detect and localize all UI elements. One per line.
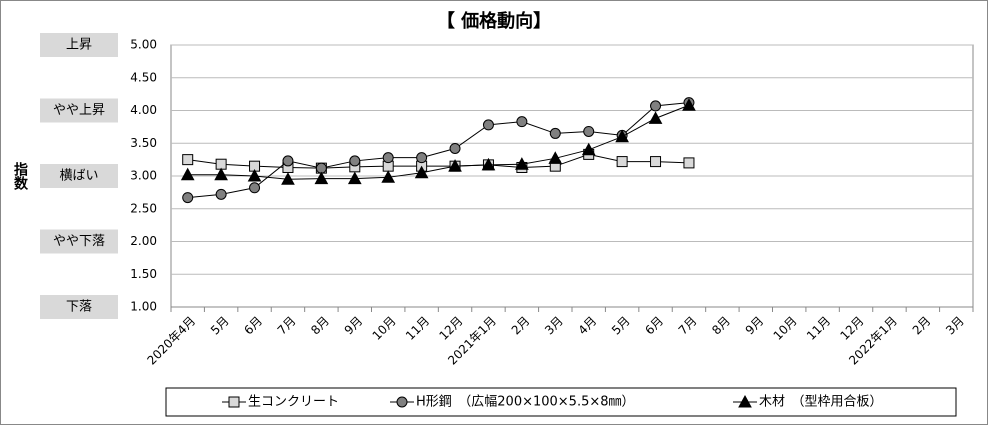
marker: [282, 155, 294, 167]
legend: [165, 387, 957, 417]
y-tick-label: 2.50: [130, 201, 157, 215]
y-tick-label: 1.00: [130, 300, 157, 314]
level-box: [40, 33, 118, 57]
marker: [314, 171, 329, 185]
level-box: [40, 164, 118, 188]
y-axis-label: 指数: [12, 161, 28, 191]
legend-label: H形鋼 （広幅200×100×5.5×8㎜）: [416, 395, 635, 410]
series-line: [187, 104, 690, 180]
marker: [214, 167, 228, 181]
y-tick-label: 3.50: [130, 136, 157, 150]
marker: [414, 165, 429, 179]
series-line: [187, 102, 690, 199]
level-box: [40, 98, 118, 123]
y-tick-label: 2.00: [130, 234, 157, 248]
level-label: 横ばい: [59, 169, 98, 184]
y-tick-label: 3.00: [130, 169, 157, 183]
marker: [481, 157, 496, 171]
marker: [416, 152, 428, 164]
marker: [583, 125, 595, 137]
marker: [482, 119, 494, 131]
marker: [182, 154, 194, 166]
marker: [548, 151, 563, 164]
marker: [616, 156, 628, 168]
marker: [180, 167, 195, 181]
marker: [682, 98, 696, 111]
marker: [249, 182, 261, 194]
level-label: やや下落: [53, 234, 105, 249]
marker: [247, 168, 262, 182]
legend-label: 生コンクリート: [248, 395, 339, 410]
level-label: 下落: [66, 300, 92, 315]
marker: [381, 170, 396, 183]
marker: [182, 192, 194, 204]
marker: [349, 155, 361, 167]
marker: [549, 127, 561, 139]
y-tick-label: 4.50: [130, 70, 157, 84]
marker: [648, 111, 663, 124]
legend-marker: [228, 396, 240, 408]
y-tick-label: 4.00: [130, 103, 157, 117]
y-tick-label: 1.50: [130, 267, 157, 281]
level-box: [40, 295, 118, 319]
series-line: [187, 153, 689, 169]
level-label: やや上昇: [53, 103, 105, 118]
marker: [448, 159, 462, 172]
marker: [650, 100, 662, 112]
y-tick-label: 5.00: [130, 38, 157, 52]
marker: [449, 142, 461, 154]
marker: [581, 142, 596, 156]
marker: [215, 188, 227, 200]
marker: [382, 152, 394, 164]
level-label: 上昇: [66, 38, 92, 53]
legend-marker: [738, 394, 752, 408]
marker: [650, 156, 662, 168]
marker: [516, 116, 528, 128]
marker: [683, 157, 695, 169]
marker: [347, 171, 362, 185]
marker: [515, 157, 529, 170]
chart-title: 【 価格動向】: [437, 10, 551, 32]
legend-marker: [396, 396, 408, 408]
legend-label: 木材 （型枠用合板）: [759, 395, 883, 410]
level-box: [40, 229, 118, 254]
marker: [615, 129, 629, 143]
marker: [281, 172, 295, 185]
